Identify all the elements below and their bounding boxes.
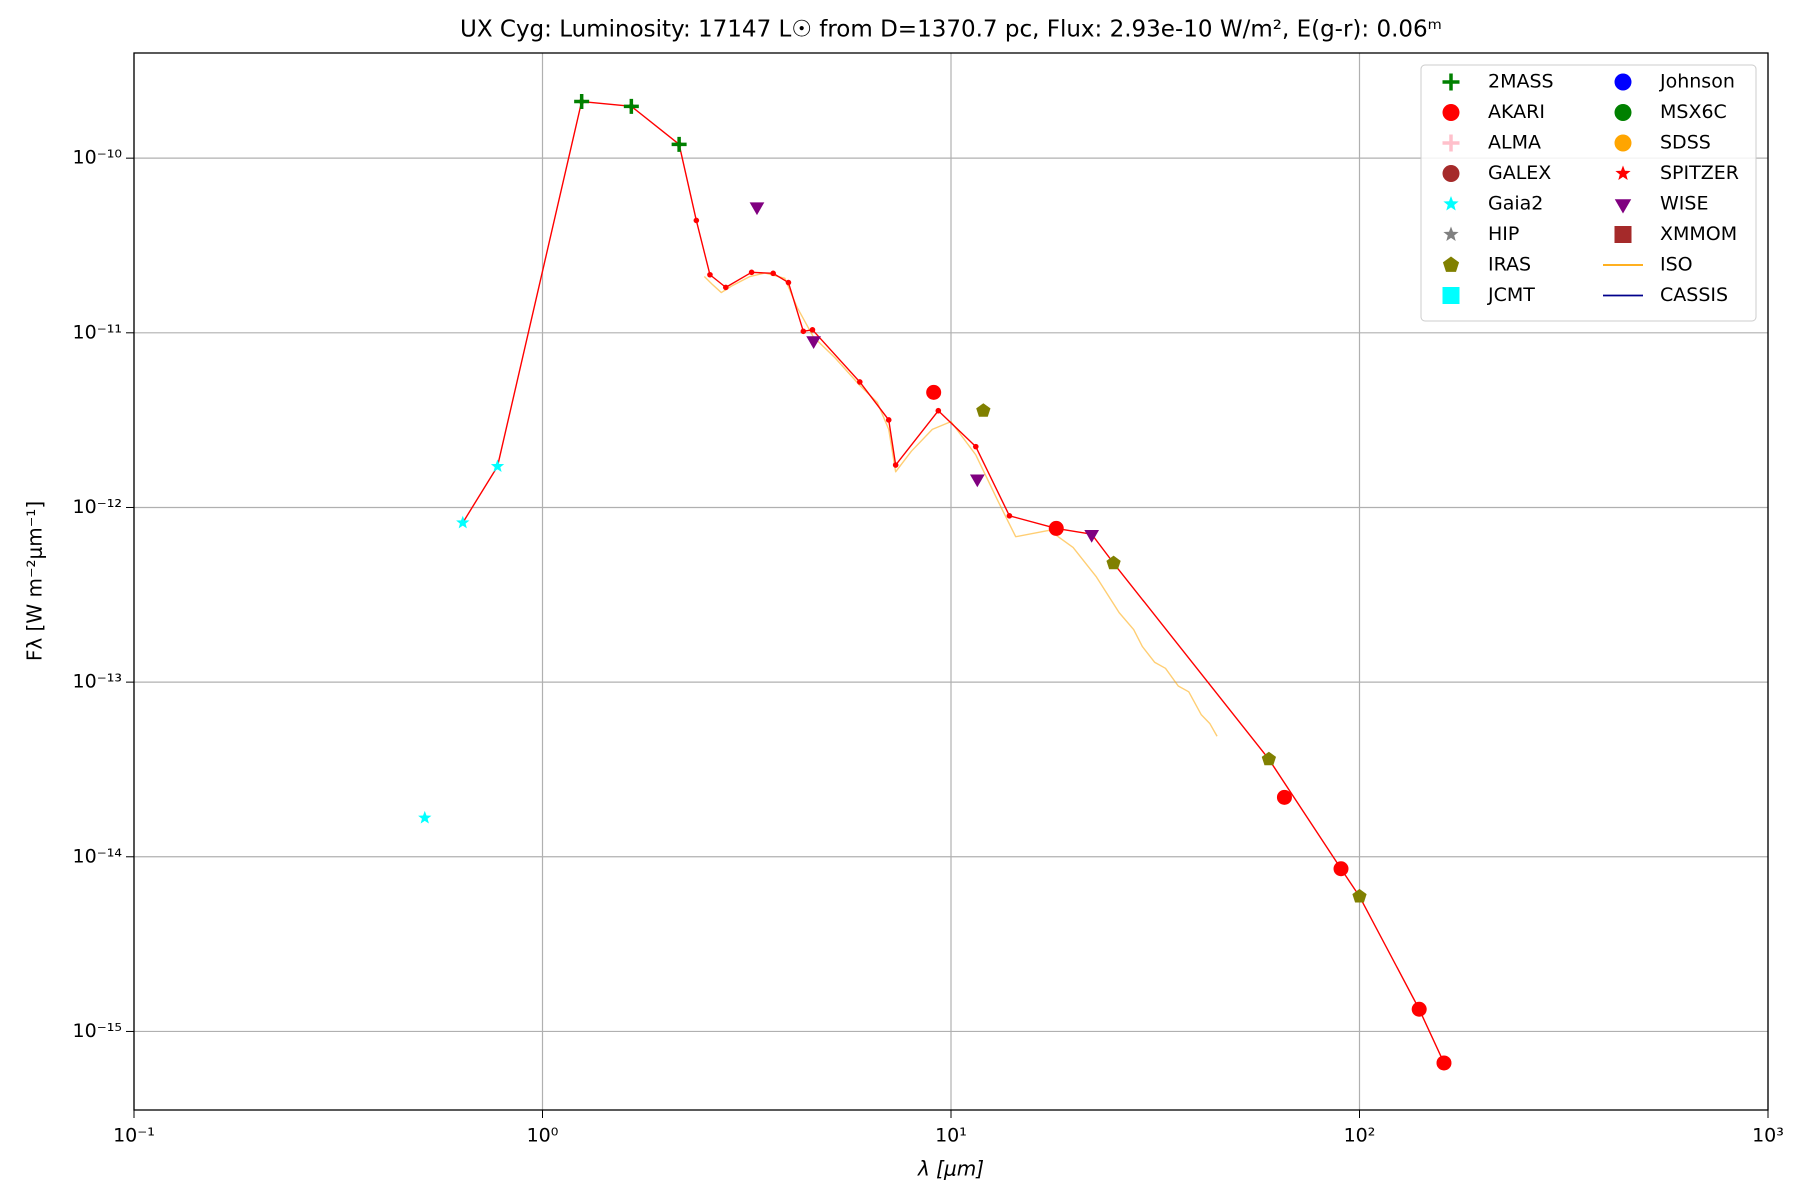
data-point <box>969 474 985 488</box>
y-tick-label: 10⁻¹¹ <box>73 321 122 343</box>
y-axis-label: Fλ [W m⁻²μm⁻¹] <box>23 501 47 661</box>
legend-label: ALMA <box>1488 132 1541 154</box>
legend-marker <box>1614 134 1632 152</box>
y-tick-label: 10⁻¹² <box>73 496 122 518</box>
legend-marker <box>1442 134 1460 152</box>
chart-title: UX Cyg: Luminosity: 17147 L☉ from D=1370… <box>460 17 1442 43</box>
legend-marker <box>1443 196 1459 211</box>
legend-label: CASSIS <box>1660 284 1728 306</box>
legend-label: WISE <box>1660 193 1708 215</box>
data-point <box>623 98 639 114</box>
x-tick-label: 10² <box>1344 1125 1376 1147</box>
legend-marker <box>1442 165 1460 182</box>
legend-marker <box>1614 226 1632 243</box>
legend-label: JCMT <box>1487 284 1535 306</box>
data-point <box>926 384 942 400</box>
y-tick-label: 10⁻¹⁵ <box>73 1020 122 1042</box>
data-point <box>693 217 700 224</box>
x-tick-label: 10¹ <box>935 1125 967 1147</box>
y-tick-label: 10⁻¹³ <box>73 671 122 693</box>
legend-label: MSX6C <box>1660 101 1727 123</box>
plot-frame <box>133 52 1769 1111</box>
legend-label: HIP <box>1488 223 1519 245</box>
legend-label: SPITZER <box>1660 162 1739 184</box>
data-point <box>770 270 776 277</box>
legend-marker <box>1614 199 1632 214</box>
legend-label: 2MASS <box>1488 71 1554 93</box>
data-point <box>707 271 713 278</box>
data-point <box>785 279 792 286</box>
x-axis-label: λ [μm] <box>917 1157 984 1181</box>
legend-label: GALEX <box>1488 162 1551 184</box>
data-point <box>1333 861 1349 877</box>
data-point <box>1352 888 1367 903</box>
legend-label: Johnson <box>1659 71 1735 93</box>
data-point <box>1276 789 1292 805</box>
data-point <box>885 417 892 423</box>
data-point <box>976 403 991 417</box>
data-point <box>722 284 729 291</box>
x-tick-label: 10⁻¹ <box>113 1125 155 1147</box>
legend-marker <box>1614 104 1632 121</box>
data-point <box>856 379 863 385</box>
data-point <box>748 269 755 276</box>
data-point <box>749 202 765 216</box>
data-point <box>490 459 505 472</box>
x-tick-label: 10⁰ <box>527 1125 559 1147</box>
legend-label: SDSS <box>1660 132 1711 154</box>
data-point <box>1006 513 1013 519</box>
legend-label: IRAS <box>1488 254 1531 276</box>
data-point <box>1048 520 1064 536</box>
data-point <box>892 462 899 468</box>
data-point <box>1106 555 1121 570</box>
data-point <box>418 810 432 824</box>
data-point <box>800 328 807 335</box>
data-point <box>806 336 821 349</box>
legend-marker <box>1615 165 1631 180</box>
data-point <box>1411 1001 1427 1017</box>
data-point <box>972 443 979 450</box>
legend-marker <box>1442 256 1460 272</box>
data-point <box>1261 751 1277 766</box>
legend-label: AKARI <box>1488 101 1545 123</box>
x-tick-label: 10³ <box>1752 1125 1784 1147</box>
data-point <box>671 136 687 152</box>
y-tick-label: 10⁻¹⁰ <box>73 147 122 169</box>
legend-label: Gaia2 <box>1488 193 1543 215</box>
legend-marker <box>1442 287 1460 304</box>
legend-marker <box>1442 73 1460 91</box>
data-point <box>809 327 816 333</box>
legend-marker <box>1442 104 1460 121</box>
data-point <box>1084 529 1100 543</box>
legend-label: ISO <box>1660 254 1693 276</box>
data-point <box>1436 1055 1452 1071</box>
legend-box <box>1420 64 1757 322</box>
legend-label: XMMOM <box>1660 223 1737 245</box>
y-tick-label: 10⁻¹⁴ <box>73 845 123 867</box>
legend-marker <box>1443 226 1459 241</box>
legend-marker <box>1614 73 1632 91</box>
data-point <box>574 94 590 110</box>
data-point <box>456 515 470 529</box>
data-point <box>935 407 942 414</box>
